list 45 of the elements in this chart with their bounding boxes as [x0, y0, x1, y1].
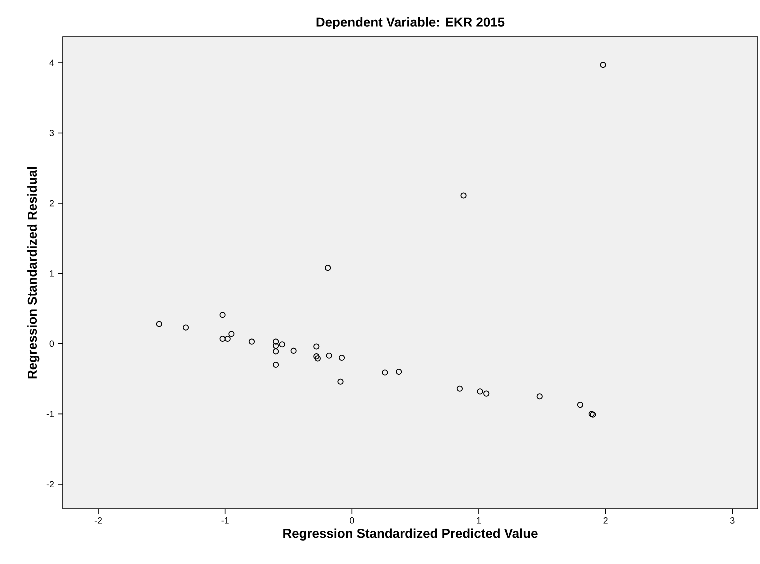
point — [220, 336, 226, 342]
y-tick-label: 4 — [50, 60, 54, 66]
x-axis-title: Regression Standardized Predicted Value — [284, 528, 538, 541]
point — [338, 354, 346, 362]
point — [338, 378, 344, 385]
point — [460, 192, 467, 199]
point — [279, 342, 286, 348]
point — [156, 321, 162, 328]
point — [484, 390, 490, 397]
point — [396, 368, 402, 376]
point — [326, 352, 332, 359]
point — [228, 331, 235, 338]
y-tick-label: -2 — [46, 481, 54, 488]
point — [314, 356, 321, 362]
point — [248, 338, 256, 345]
point — [382, 370, 388, 376]
x-tick-label: -1 — [222, 518, 229, 524]
point — [314, 344, 320, 350]
point — [456, 386, 464, 392]
y-tick-label: 0 — [50, 340, 54, 348]
point — [600, 62, 606, 68]
y-axis-title: Regression Standardized Residual — [28, 167, 40, 379]
point — [273, 348, 280, 355]
chart-title: Dependent Variable: EKR 2015 — [316, 17, 505, 30]
x-tick-label: 3 — [730, 518, 735, 524]
x-tick-label: 2 — [604, 518, 608, 524]
y-tick-label: 3 — [50, 130, 54, 136]
point — [182, 324, 190, 331]
y-tick-label: 2 — [50, 200, 54, 207]
point — [325, 265, 332, 272]
point — [536, 394, 543, 400]
point — [224, 336, 231, 342]
point — [290, 348, 297, 354]
x-tick-label: -2 — [94, 518, 102, 524]
y-tick-label: -1 — [46, 411, 54, 418]
point — [477, 388, 484, 395]
x-tick-label: 1 — [477, 518, 482, 524]
point — [220, 312, 226, 318]
point — [314, 354, 320, 360]
point — [273, 343, 280, 350]
point — [577, 402, 584, 408]
y-tick-label: 1 — [50, 270, 54, 277]
point — [273, 338, 280, 345]
x-tick-label: 0 — [350, 518, 354, 524]
point — [273, 362, 280, 368]
